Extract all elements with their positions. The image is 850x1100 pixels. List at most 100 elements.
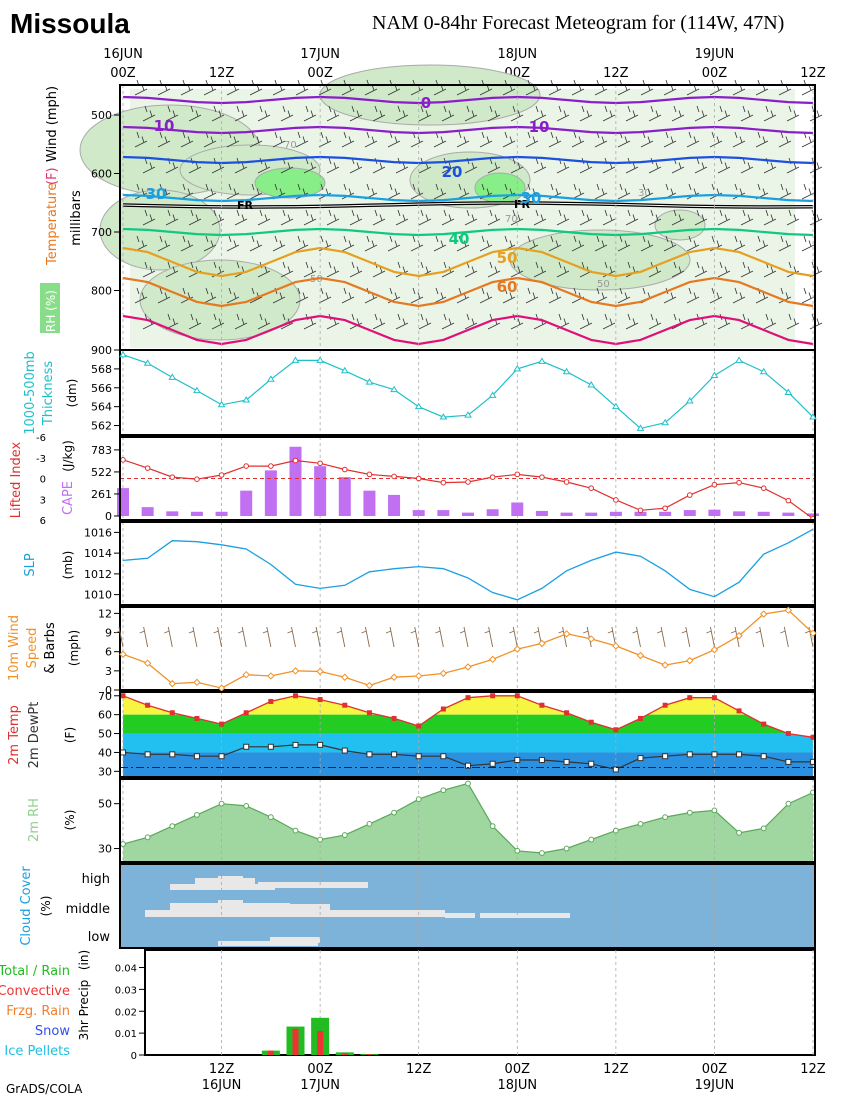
temperature-label: Temperature xyxy=(45,183,60,266)
wind10m-barb xyxy=(509,626,518,648)
bottom-hour-label: 00Z xyxy=(702,1062,728,1077)
wind-barb xyxy=(303,261,317,278)
rh-point xyxy=(366,820,373,827)
wind-barb xyxy=(303,157,317,174)
wind10m-point xyxy=(636,651,645,660)
temp-point xyxy=(145,702,151,708)
li-tick-label: 6 xyxy=(40,516,46,527)
temp-point xyxy=(613,727,619,733)
wind-barb xyxy=(418,105,432,122)
isotherm-line xyxy=(122,314,814,346)
wind-barb xyxy=(648,209,662,226)
cloud-block xyxy=(195,878,255,884)
cloud-block xyxy=(170,884,275,890)
wind-barb xyxy=(617,287,631,304)
thickness-point xyxy=(513,364,522,372)
credit-label: GrADS/COLA xyxy=(6,1082,83,1096)
thickness-tick-label: 564 xyxy=(91,401,112,414)
rh-point xyxy=(514,847,521,854)
rh-point xyxy=(317,836,324,843)
temp-point xyxy=(564,710,570,716)
temp-band xyxy=(123,714,813,734)
top-day-label: 16JUN xyxy=(103,47,143,62)
precip-frame xyxy=(144,949,816,1056)
precip-tick-label: 0 xyxy=(131,1051,137,1062)
bottom-day-label: 17JUN xyxy=(300,1078,340,1093)
wind-barb xyxy=(694,209,708,226)
rh-contour-area xyxy=(509,229,691,291)
wind10m-barb xyxy=(755,626,765,648)
wind10m-point xyxy=(415,672,423,680)
dewpt-point xyxy=(563,758,570,765)
wind10m-barb xyxy=(558,626,568,648)
wind-barb xyxy=(763,105,777,122)
wind-barb xyxy=(686,131,700,148)
wind10m-point xyxy=(464,663,472,671)
cloud-block xyxy=(170,903,290,910)
cape-bar xyxy=(757,511,770,516)
wind-barb xyxy=(441,105,455,122)
temp-tick-label: 40 xyxy=(98,746,112,759)
thickness-point xyxy=(242,396,251,403)
wind-barb xyxy=(709,131,723,148)
thickness-point xyxy=(217,400,226,408)
dewpt-point xyxy=(662,753,669,760)
dewpt-point xyxy=(317,741,324,748)
slp-frame xyxy=(119,521,816,606)
bottom-hour-label: 00Z xyxy=(307,1062,333,1077)
isotherm-line xyxy=(122,95,814,105)
rh-tick-label: 50 xyxy=(98,798,112,811)
temp-point xyxy=(268,698,274,704)
temp-point xyxy=(539,702,545,708)
wind-barb xyxy=(786,313,800,330)
wind-barb xyxy=(786,261,800,278)
lifted-index-point xyxy=(391,473,397,480)
li-tick-label: -3 xyxy=(36,454,46,465)
wind-barb xyxy=(801,287,815,304)
wind-barb xyxy=(625,209,639,226)
bottom-hour-label: 12Z xyxy=(800,1062,826,1077)
wind-barb xyxy=(364,235,378,252)
freezing-label: FR xyxy=(237,199,254,212)
wind-barb xyxy=(786,209,800,226)
wind-barb xyxy=(740,261,754,278)
wind-barb xyxy=(134,131,148,148)
wind-barb xyxy=(418,209,432,226)
wind10m-barb xyxy=(385,626,395,648)
wind-barb xyxy=(709,287,723,304)
wind-barb xyxy=(456,235,470,252)
wind-barb xyxy=(234,105,248,122)
wind-barb xyxy=(510,209,524,226)
wind-barb xyxy=(203,183,217,200)
temp-point xyxy=(490,693,496,699)
cape-bar xyxy=(314,466,327,516)
wind-barb xyxy=(502,131,516,148)
wind-barb xyxy=(180,287,194,304)
cape-tick-label: 261 xyxy=(91,488,112,501)
rh-point xyxy=(415,796,422,803)
wind-barb xyxy=(418,313,432,330)
wind-barb xyxy=(318,287,332,304)
temperature-frame xyxy=(119,691,816,778)
precip-legend-item: Frzg. Rain xyxy=(6,1004,70,1019)
isotherm-line xyxy=(122,155,814,165)
rh-point xyxy=(760,825,767,832)
thickness-title-line2: Thickness xyxy=(41,361,56,426)
wind-barb xyxy=(257,313,271,330)
rh-point xyxy=(267,814,274,821)
cape-bar xyxy=(117,488,129,516)
lifted-index-point xyxy=(218,472,225,478)
thickness-tick-label: 566 xyxy=(91,382,112,395)
li-tick-label: 0 xyxy=(40,475,46,486)
wind10m-point xyxy=(193,678,201,687)
thickness-tick-label: 562 xyxy=(91,420,112,433)
wind-barb xyxy=(763,313,777,330)
wind10m-point xyxy=(538,639,546,648)
temperature-unit-label: (F) xyxy=(45,167,60,185)
cape-bar xyxy=(659,511,672,516)
thickness-point xyxy=(710,371,719,378)
dewpt-point xyxy=(193,753,200,760)
wind-barb xyxy=(648,313,662,330)
isotherm-label: 20 xyxy=(442,163,463,181)
pressure-axis-label: millibars xyxy=(69,190,84,246)
